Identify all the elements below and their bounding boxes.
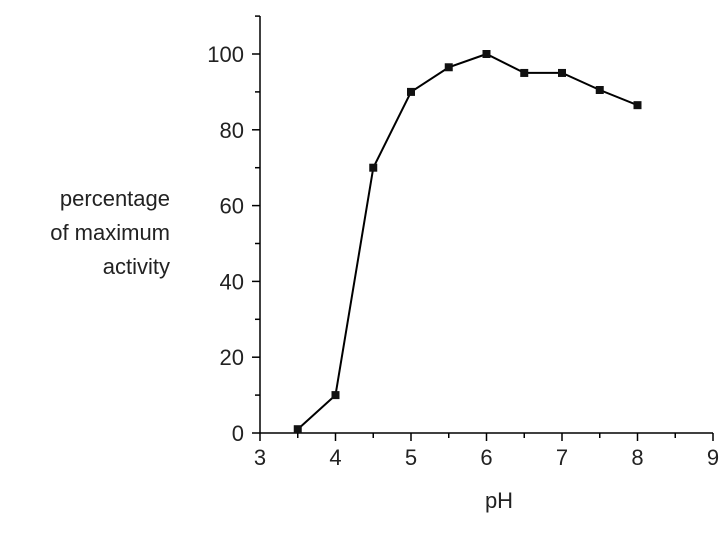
x-axis-title: pH <box>485 488 513 513</box>
y-tick-label-100: 100 <box>207 42 244 67</box>
y-axis-title-line-3: activity <box>103 254 170 279</box>
data-point-ph-7 <box>558 68 566 77</box>
x-tick-label-6: 6 <box>480 445 492 470</box>
data-point-ph-4 <box>331 391 340 400</box>
data-point-ph-7.5 <box>595 86 604 95</box>
axes: 0 20 40 60 80 100 3 4 5 6 7 8 9 <box>207 15 719 470</box>
y-tick-label-20: 20 <box>220 345 244 370</box>
y-axis-ticks: 0 20 40 60 80 100 <box>207 15 260 446</box>
series-line <box>297 52 638 430</box>
plot-area <box>293 50 642 434</box>
data-point-ph-4.5 <box>369 163 378 172</box>
data-markers <box>293 50 642 434</box>
y-tick-label-40: 40 <box>220 269 244 294</box>
data-point-ph-3.5 <box>293 425 302 434</box>
y-tick-label-0: 0 <box>232 421 244 446</box>
data-point-ph-5.5 <box>444 63 453 72</box>
y-axis-title: percentage of maximum activity <box>50 186 170 279</box>
x-tick-label-8: 8 <box>631 445 643 470</box>
x-tick-label-4: 4 <box>329 445 341 470</box>
x-tick-label-5: 5 <box>405 445 417 470</box>
y-tick-label-60: 60 <box>220 194 244 219</box>
data-point-ph-6.5 <box>520 68 529 77</box>
data-point-ph-8 <box>633 101 642 110</box>
x-tick-label-9: 9 <box>707 445 719 470</box>
data-point-ph-5 <box>407 87 415 96</box>
x-tick-label-7: 7 <box>556 445 568 470</box>
y-tick-label-80: 80 <box>220 118 244 143</box>
x-tick-label-3: 3 <box>254 445 266 470</box>
y-axis-title-line-1: percentage <box>60 186 170 211</box>
data-point-ph-6 <box>482 50 491 58</box>
x-axis-ticks: 3 4 5 6 7 8 9 <box>254 433 719 470</box>
y-axis-title-line-2: of maximum <box>50 220 170 245</box>
